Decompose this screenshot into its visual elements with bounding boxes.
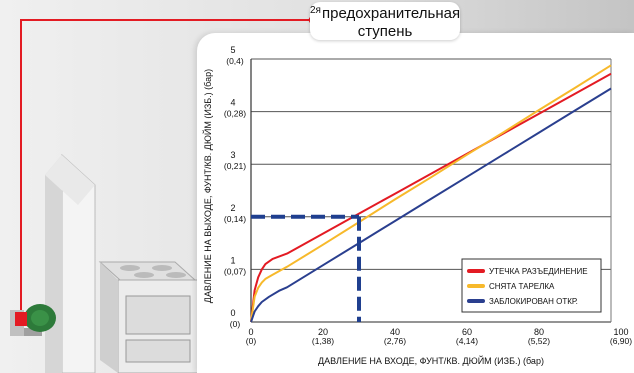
legend-label: ЗАБЛОКИРОВАН ОТКР.	[489, 297, 578, 306]
series-line	[250, 72, 612, 323]
series-lines	[250, 64, 612, 323]
legend-label: СНЯТА ТАРЕЛКА	[489, 282, 555, 291]
dashed-guide	[251, 214, 361, 322]
x-tick-sublabel: (0)	[246, 336, 257, 346]
y-tick-label: 5	[230, 45, 235, 55]
x-tick-labels: 0(0) 20(1,38) 40(2,76) 60(4,14) 80(5,52) 100(…	[246, 327, 632, 346]
x-tick-label: 100	[613, 327, 628, 337]
y-tick-sublabel: (0,4)	[226, 56, 244, 66]
series-line	[250, 87, 612, 323]
x-axis-label: ДАВЛЕНИЕ НА ВХОДЕ, ФУНТ/КВ. ДЮЙМ (ИЗБ.) …	[318, 355, 544, 366]
series-line	[250, 64, 612, 323]
house-wall	[45, 153, 96, 373]
chart-panel	[197, 33, 634, 373]
y-tick-label: 3	[230, 150, 235, 160]
y-tick-label: 1	[230, 255, 235, 265]
x-tick-label: 0	[248, 327, 253, 337]
y-tick-label: 4	[230, 98, 235, 108]
grid-lines	[250, 58, 612, 323]
x-tick-label: 40	[390, 327, 400, 337]
legend-label: УТЕЧКА РАЗЪЕДИНЕНИЕ	[489, 267, 588, 276]
regulator-valve	[15, 304, 56, 332]
legend: УТЕЧКА РАЗЪЕДИНЕНИЕ СНЯТА ТАРЕЛКА ЗАБЛОКИР…	[461, 258, 602, 313]
x-tick-sublabel: (1,38)	[312, 336, 334, 346]
callout-text-1: предохранительная	[321, 5, 461, 22]
x-tick-sublabel: (5,52)	[528, 336, 550, 346]
y-tick-labels: 0(0) 1(0,07) 2(0,14) 3(0,21) 4(0,28) 5(0,4)	[224, 45, 246, 329]
x-tick-label: 60	[462, 327, 472, 337]
x-tick-label: 80	[534, 327, 544, 337]
x-tick-sublabel: (2,76)	[384, 336, 406, 346]
y-tick-sublabel: (0)	[230, 319, 241, 329]
y-tick-label: 0	[230, 308, 235, 318]
callout-text-2: ступень	[357, 23, 413, 40]
y-tick-sublabel: (0,14)	[224, 214, 246, 224]
y-tick-sublabel: (0,28)	[224, 109, 246, 119]
y-axis-label: ДАВЛЕНИЕ НА ВЫХОДЕ, ФУНТ/КВ. ДЮЙМ (ИЗБ.)…	[202, 69, 213, 303]
legend-box	[461, 258, 602, 313]
x-tick-label: 20	[318, 327, 328, 337]
x-tick-sublabel: (4,14)	[456, 336, 478, 346]
callout-line-1: 2япредохранительная	[310, 5, 460, 22]
callout-box: 2япредохранительная ступень	[310, 2, 460, 40]
y-tick-label: 2	[230, 203, 235, 213]
callout-superscript: 2я	[310, 5, 321, 16]
y-tick-sublabel: (0,21)	[224, 161, 246, 171]
y-tick-sublabel: (0,07)	[224, 266, 246, 276]
x-tick-sublabel: (6,90)	[610, 336, 632, 346]
